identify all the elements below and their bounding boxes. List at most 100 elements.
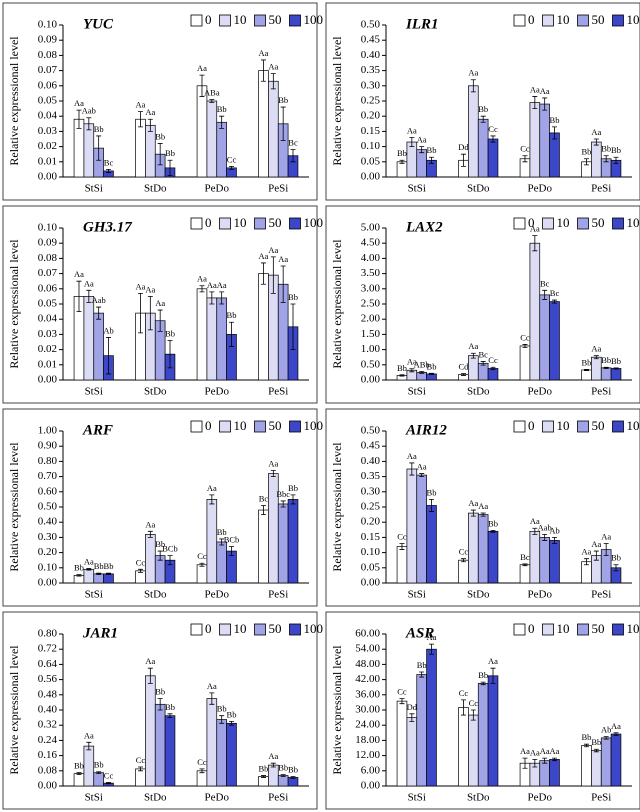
y-tick-label: 0.64 (38, 658, 58, 670)
y-tick-label: 0.00 (38, 171, 58, 183)
y-tick-label: 0.00 (38, 374, 58, 386)
legend-swatch (577, 217, 589, 230)
bar (135, 768, 146, 787)
bar (206, 297, 218, 381)
y-tick-label: 0.40 (361, 455, 381, 467)
significance-label: Bb (582, 147, 592, 157)
y-tick-label: 0.06 (38, 79, 58, 91)
error-bar (522, 344, 528, 348)
error-bar (209, 494, 215, 505)
error-bar (147, 296, 153, 331)
significance-label: Aa (84, 557, 94, 567)
significance-label: Bb (611, 145, 621, 155)
y-tick-label: 0.70 (38, 470, 58, 482)
y-tick-label: 0.00 (361, 374, 381, 386)
significance-label: Aa (550, 746, 560, 756)
legend-swatch (612, 420, 624, 433)
significance-label: Aa (540, 746, 550, 756)
error-bar (522, 155, 528, 163)
bar (477, 514, 489, 584)
error-bar (470, 509, 476, 517)
y-tick-label: 0.00 (38, 780, 58, 792)
chart-title: YUC (83, 16, 114, 32)
y-tick-label: 0.00 (361, 577, 381, 589)
y-tick-label: 30.00 (355, 704, 380, 716)
significance-label: Bb (217, 704, 227, 714)
chart-title: ASR (405, 625, 434, 641)
y-tick-label: 54.00 (355, 643, 380, 655)
error-bar (209, 99, 215, 103)
significance-label: Bb (217, 527, 227, 537)
y-tick-label: 0.04 (38, 110, 58, 122)
chart-title: AIR12 (405, 422, 447, 438)
legend-swatch (542, 14, 554, 27)
bar (196, 564, 208, 584)
error-bar (480, 115, 486, 123)
significance-label: Bb (582, 357, 592, 367)
y-tick-label: 0.50 (361, 425, 381, 437)
legend-label: 100 (627, 215, 640, 230)
significance-label: Aa (591, 127, 601, 137)
bar (591, 750, 602, 787)
bar (93, 573, 104, 584)
significance-label: Aa (259, 48, 269, 58)
significance-label: Bb (94, 760, 104, 770)
legend-label: 50 (269, 418, 282, 433)
error-bar (96, 135, 102, 161)
significance-label: Bc (550, 288, 560, 298)
significance-label: Bb (611, 356, 621, 366)
significance-label: Aa (478, 501, 488, 511)
error-bar (542, 757, 548, 764)
x-tick-label: PeDo (528, 183, 553, 195)
bar (164, 715, 176, 787)
error-bar (613, 156, 619, 164)
bar (468, 85, 479, 178)
y-tick-label: 0.24 (38, 734, 58, 746)
error-bar (429, 156, 435, 164)
error-bar (106, 337, 112, 375)
panel-border (325, 205, 640, 404)
y-tick-label: 1.00 (361, 343, 381, 355)
error-bar (209, 291, 215, 305)
significance-label: Bb (288, 292, 298, 302)
legend-label: 0 (205, 418, 212, 433)
legend-label: 10 (557, 12, 570, 27)
bar (416, 674, 427, 787)
error-bar (532, 759, 538, 768)
error-bar (532, 96, 538, 109)
significance-label: Aa (530, 224, 540, 234)
error-bar (399, 698, 405, 705)
error-bar (167, 340, 173, 369)
y-axis-label: Relative expressional level (7, 442, 21, 572)
legend-swatch (219, 623, 231, 636)
error-bar (270, 762, 276, 768)
legend-swatch (289, 14, 301, 27)
significance-label: BCb (224, 534, 240, 544)
legend-swatch (254, 217, 266, 230)
bar (549, 540, 560, 584)
bar (610, 368, 622, 381)
significance-label: Bb (427, 487, 437, 497)
y-axis-label: Relative expressional level (7, 239, 21, 369)
x-tick-label: PeDo (528, 589, 553, 601)
significance-label: Cc (397, 531, 407, 541)
significance-label: Aa (530, 747, 540, 757)
significance-label: Aa (136, 100, 146, 110)
error-bar (199, 768, 205, 774)
error-bar (147, 118, 153, 132)
error-bar (542, 533, 548, 541)
legend-swatch (254, 623, 266, 636)
significance-label: Aa (74, 269, 84, 279)
chart-panel: LAX2 Relative expressional level 0.00 0.50 1… (325, 205, 640, 404)
y-tick-label: 0.00 (38, 577, 58, 589)
bar (529, 102, 541, 178)
x-tick-label: StDo (144, 792, 167, 804)
error-bar (409, 713, 415, 722)
error-bar (613, 367, 619, 370)
legend-swatch (289, 217, 301, 230)
significance-label: Aa (268, 751, 278, 761)
significance-label: Bb (74, 563, 84, 573)
significance-label: Bc (478, 349, 488, 359)
error-bar (219, 538, 225, 546)
significance-label: Bb (488, 518, 498, 528)
